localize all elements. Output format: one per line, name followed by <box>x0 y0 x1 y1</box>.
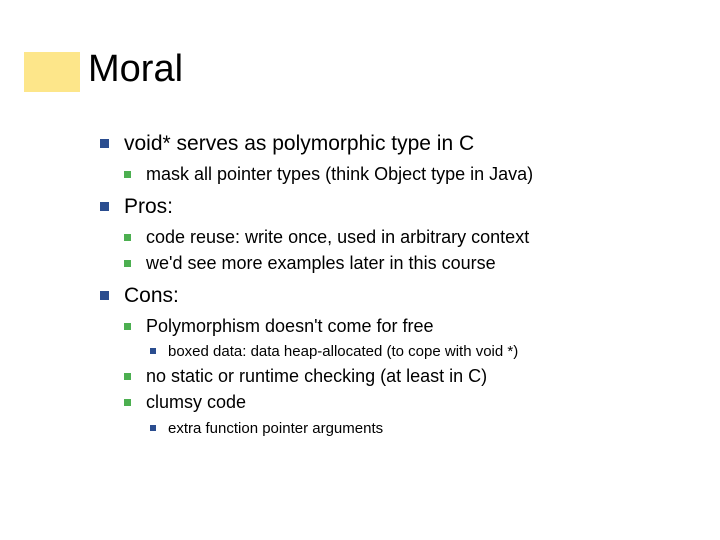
accent-bar <box>24 52 80 92</box>
list-item: code reuse: write once, used in arbitrar… <box>124 226 690 249</box>
list-item: we'd see more examples later in this cou… <box>124 252 690 275</box>
bullet-text: code reuse: write once, used in arbitrar… <box>146 227 529 247</box>
bullet-text: mask all pointer types (think Object typ… <box>146 164 533 184</box>
slide-content: void* serves as polymorphic type in C ma… <box>100 130 690 444</box>
bullet-list-level2: Polymorphism doesn't come for free boxed… <box>124 315 690 438</box>
bullet-text: Pros: <box>124 195 173 218</box>
bullet-text: we'd see more examples later in this cou… <box>146 253 496 273</box>
list-item: mask all pointer types (think Object typ… <box>124 163 690 186</box>
bullet-text: boxed data: data heap-allocated (to cope… <box>168 343 518 360</box>
bullet-text: void* serves as polymorphic type in C <box>124 132 474 155</box>
bullet-list-level2: code reuse: write once, used in arbitrar… <box>124 226 690 276</box>
slide: Moral void* serves as polymorphic type i… <box>0 0 720 540</box>
bullet-text: Polymorphism doesn't come for free <box>146 316 434 336</box>
bullet-list-level1: void* serves as polymorphic type in C ma… <box>100 130 690 438</box>
bullet-list-level3: extra function pointer arguments <box>150 419 690 439</box>
list-item: Cons: Polymorphism doesn't come for free… <box>100 282 690 438</box>
bullet-list-level3: boxed data: data heap-allocated (to cope… <box>150 342 690 362</box>
slide-title: Moral <box>88 48 183 91</box>
list-item: void* serves as polymorphic type in C ma… <box>100 130 690 187</box>
bullet-text: Cons: <box>124 284 179 307</box>
bullet-list-level2: mask all pointer types (think Object typ… <box>124 163 690 186</box>
bullet-text: extra function pointer arguments <box>168 420 383 437</box>
list-item: Polymorphism doesn't come for free boxed… <box>124 315 690 362</box>
bullet-text: no static or runtime checking (at least … <box>146 366 487 386</box>
list-item: clumsy code extra function pointer argum… <box>124 391 690 438</box>
bullet-text: clumsy code <box>146 392 246 412</box>
list-item: extra function pointer arguments <box>150 419 690 439</box>
list-item: boxed data: data heap-allocated (to cope… <box>150 342 690 362</box>
list-item: no static or runtime checking (at least … <box>124 365 690 388</box>
list-item: Pros: code reuse: write once, used in ar… <box>100 193 690 276</box>
